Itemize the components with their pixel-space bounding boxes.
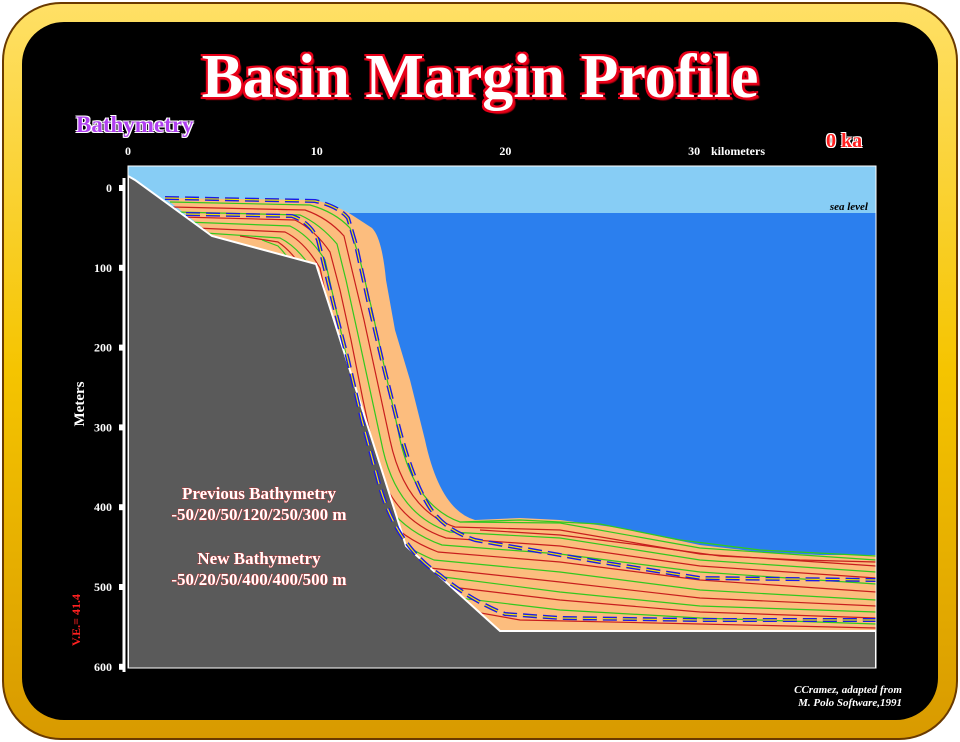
y-axis: 0 100 200 300 400 500 600 bbox=[94, 178, 126, 674]
y-tick-label: 300 bbox=[94, 420, 112, 434]
vertical-exaggeration-label: V.E.= 41.4 bbox=[69, 594, 83, 646]
credit-line-1: CCramez, adapted from bbox=[794, 684, 902, 696]
subtitle: Bathymetry bbox=[76, 112, 194, 137]
y-tick-mark bbox=[119, 663, 125, 670]
y-tick-mark bbox=[119, 185, 125, 191]
previous-bathymetry-title: Previous Bathymetry bbox=[182, 484, 337, 503]
y-tick-mark bbox=[119, 504, 125, 511]
y-tick-mark bbox=[119, 584, 125, 590]
x-tick-label: 30 bbox=[688, 144, 700, 158]
x-unit-label: kilometers bbox=[711, 144, 765, 158]
new-bathymetry-title: New Bathymetry bbox=[197, 549, 321, 568]
y-tick-label: 0 bbox=[106, 181, 112, 195]
new-bathymetry-line-highlight bbox=[185, 213, 876, 621]
y-tick-label: 200 bbox=[94, 341, 112, 355]
new-bathymetry-values: -50/20/50/400/400/500 m bbox=[171, 570, 346, 589]
credit-line-2: M. Polo Software,1991 bbox=[798, 697, 902, 709]
y-tick-label: 100 bbox=[94, 261, 112, 275]
y-axis-label: Meters bbox=[72, 381, 88, 426]
x-tick-label: 10 bbox=[311, 144, 323, 158]
page-title: Basin Margin Profile bbox=[201, 43, 759, 111]
x-axis: 0 10 20 30 kilometers bbox=[125, 144, 765, 174]
basement bbox=[128, 174, 876, 668]
x-tick-label: 0 bbox=[125, 144, 131, 158]
plot-border bbox=[127, 165, 877, 669]
y-tick-label: 600 bbox=[94, 660, 112, 674]
y-tick-label: 400 bbox=[94, 500, 112, 514]
x-tick-label: 20 bbox=[499, 144, 511, 158]
annotation-block: Previous Bathymetry -50/20/50/120/250/30… bbox=[171, 484, 347, 590]
age-label: 0 ka bbox=[826, 130, 863, 152]
y-tick-mark bbox=[119, 424, 125, 431]
profile-diagram bbox=[128, 166, 876, 668]
sediment-wedge bbox=[165, 198, 876, 632]
y-tick-mark bbox=[119, 264, 125, 271]
y-tick-label: 500 bbox=[94, 580, 112, 594]
previous-bathymetry-line-highlight bbox=[164, 197, 876, 581]
sea-level-label: sea level bbox=[829, 201, 869, 213]
credit: CCramez, adapted from M. Polo Software,1… bbox=[794, 684, 902, 710]
previous-bathymetry-values: -50/20/50/120/250/300 m bbox=[171, 505, 346, 524]
y-tick-mark bbox=[119, 344, 125, 351]
